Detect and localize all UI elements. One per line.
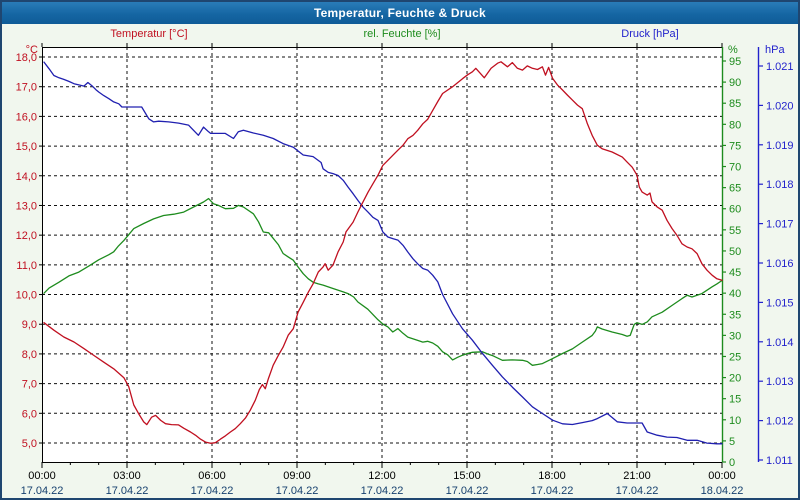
hpa-tick-label: 1.012 [766,416,794,428]
x-time-label: 09:00 [283,470,311,482]
y-axis-hpa: 1.021 1.020 1.019 1.018 1.017 1.016 1.015 1.014… [757,47,794,467]
series-line-rel-feuchte [43,197,723,366]
hpa-tick-label: 1.021 [766,61,794,73]
series-line-druck [43,61,723,445]
temp-tick-label: 13,0 [16,200,37,212]
legend-humidity-label: rel. Feuchte [%] [363,28,441,40]
x-tick-labels: 00:00 17.04.22 03:00 17.04.22 06:00 17.04.22 0… [21,470,744,497]
x-date-label: 17.04.22 [446,485,489,497]
pct-tick-label: 60 [729,204,741,216]
temp-tick-label: 8,0 [22,349,37,361]
temp-tick-label: 18,0 [16,52,37,64]
temp-tick-label: 6,0 [22,408,37,420]
pct-tick-label: 45 [729,267,741,279]
x-time-label: 21:00 [623,470,651,482]
pct-tick-label: 5 [729,436,735,448]
hpa-tick-label: 1.018 [766,179,794,191]
x-time-label: 00:00 [708,470,736,482]
x-time-label: 12:00 [368,470,396,482]
pct-tick-label: 55 [729,225,741,237]
hpa-tick-label: 1.015 [766,297,794,309]
x-date-label: 17.04.22 [616,485,659,497]
pct-tick-label: 65 [729,183,741,195]
temp-tick-label: 14,0 [16,171,37,183]
pct-tick-label: 40 [729,288,741,300]
x-date-label: 17.04.22 [191,485,234,497]
x-axis-ticks [41,43,723,468]
temp-tick-label: 10,0 [16,290,37,302]
pct-tick-label: 50 [729,246,741,258]
pct-tick-label: 10 [729,415,741,427]
x-date-label: 17.04.22 [531,485,574,497]
hpa-axis-unit: hPa [765,44,785,56]
hpa-tick-label: 1.016 [766,258,794,270]
temp-tick-label: 11,0 [16,260,37,272]
legend-pressure-label: Druck [hPa] [621,28,679,40]
hpa-tick-label: 1.011 [766,455,793,467]
temp-tick-label: 17,0 [16,82,37,94]
pct-tick-label: 0 [729,457,735,469]
pct-tick-label: 75 [729,140,741,152]
pct-tick-label: 85 [729,98,741,110]
temp-tick-label: 15,0 [16,141,37,153]
pct-tick-label: 20 [729,373,741,385]
pct-tick-label: 25 [729,351,741,363]
x-date-label: 18.04.22 [701,485,744,497]
temp-tick-label: 5,0 [22,438,37,450]
grid-horizontal [42,56,722,444]
temp-axis-unit: °C [26,44,38,56]
y-axis-temp: 18,0 17,0 16,0 15,0 14,0 13,0 12,0 11,0 10,0 9,0 8… [16,52,42,450]
temp-tick-label: 12,0 [16,230,37,242]
pct-tick-label: 90 [729,77,741,89]
temp-tick-label: 7,0 [22,379,37,391]
x-date-label: 17.04.22 [361,485,404,497]
hpa-tick-label: 1.020 [766,100,794,112]
temp-tick-label: 16,0 [16,111,37,123]
pct-tick-label: 30 [729,330,741,342]
pct-tick-label: 35 [729,309,741,321]
pct-axis-unit: % [728,44,738,56]
title-bar: Temperatur, Feuchte & Druck [2,2,798,24]
pct-tick-label: 95 [729,56,741,68]
x-time-label: 18:00 [538,470,566,482]
x-time-label: 15:00 [453,470,481,482]
x-date-label: 17.04.22 [106,485,149,497]
window-title: Temperatur, Feuchte & Druck [314,6,486,20]
series-line-temperatur [43,61,723,444]
pct-tick-label: 15 [729,394,741,406]
x-date-label: 17.04.22 [276,485,319,497]
x-time-label: 06:00 [198,470,226,482]
pct-tick-label: 80 [729,119,741,131]
hpa-tick-label: 1.017 [766,219,794,231]
x-time-label: 00:00 [28,470,56,482]
pct-tick-label: 70 [729,162,741,174]
x-time-label: 03:00 [113,470,141,482]
hpa-tick-label: 1.019 [766,140,794,152]
hpa-tick-label: 1.013 [766,376,794,388]
temp-tick-label: 9,0 [22,319,37,331]
x-date-label: 17.04.22 [21,485,64,497]
hpa-tick-label: 1.014 [766,337,794,349]
legend-temperature-label: Temperatur [°C] [110,28,188,40]
